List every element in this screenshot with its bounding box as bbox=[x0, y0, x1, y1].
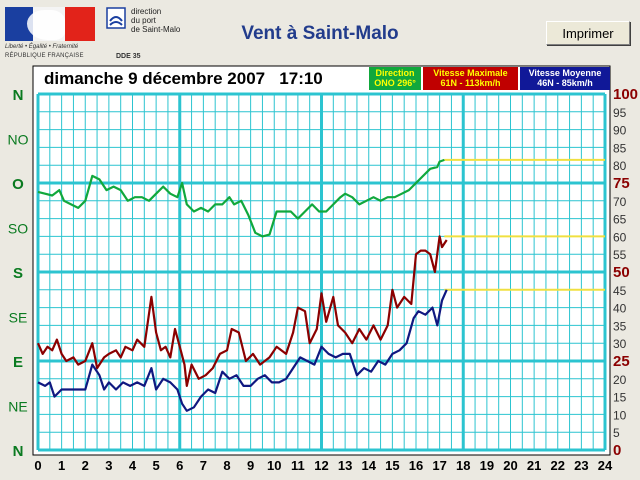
left-direction-label: S bbox=[13, 265, 23, 282]
right-tick-label: 45 bbox=[613, 284, 627, 298]
header: Liberté • Égalité • Fraternité RÉPUBLIQU… bbox=[0, 0, 640, 66]
right-tick-label: 25 bbox=[613, 353, 630, 370]
x-tick-label: 17 bbox=[432, 458, 446, 473]
legend-direction-value: ONO 296° bbox=[374, 78, 416, 88]
x-tick-label: 16 bbox=[409, 458, 423, 473]
left-direction-label: O bbox=[12, 176, 24, 193]
legend-avg-value: 46N - 85km/h bbox=[537, 78, 593, 88]
right-tick-label: 15 bbox=[613, 391, 627, 405]
x-tick-label: 0 bbox=[34, 458, 41, 473]
legend-avg-speed: Vitesse Moyenne 46N - 85km/h bbox=[520, 67, 610, 90]
legend-max-label: Vitesse Maximale bbox=[433, 68, 508, 78]
republique-francaise-logo: Liberté • Égalité • Fraternité RÉPUBLIQU… bbox=[3, 5, 96, 63]
port-logo-dde: DDE 35 bbox=[116, 53, 141, 60]
x-tick-label: 9 bbox=[247, 458, 254, 473]
x-tick-label: 18 bbox=[456, 458, 470, 473]
x-tick-label: 7 bbox=[200, 458, 207, 473]
x-tick-label: 3 bbox=[105, 458, 112, 473]
left-direction-label: E bbox=[13, 354, 23, 371]
marianne-flag-icon bbox=[5, 7, 95, 41]
right-tick-label: 30 bbox=[613, 337, 627, 351]
x-tick-label: 13 bbox=[338, 458, 352, 473]
right-tick-label: 70 bbox=[613, 195, 627, 209]
print-button[interactable]: Imprimer bbox=[546, 21, 630, 45]
x-tick-label: 21 bbox=[527, 458, 541, 473]
legend-direction-label: Direction bbox=[375, 68, 415, 78]
legend-max-speed: Vitesse Maximale 61N - 113km/h bbox=[423, 67, 518, 90]
legend-direction: Direction ONO 296° bbox=[369, 67, 421, 90]
port-logo-text: direction du port de Saint-Malo bbox=[131, 7, 181, 34]
left-direction-label: NE bbox=[8, 399, 27, 415]
left-direction-label: SO bbox=[8, 221, 28, 237]
port-emblem-icon bbox=[106, 7, 126, 29]
grid bbox=[36, 92, 607, 452]
x-tick-label: 2 bbox=[82, 458, 89, 473]
series-line-avg bbox=[37, 289, 448, 412]
logo-motto: Liberté • Égalité • Fraternité bbox=[5, 44, 79, 50]
right-tick-label: 20 bbox=[613, 373, 627, 387]
x-tick-label: 4 bbox=[129, 458, 137, 473]
legend-avg-label: Vitesse Moyenne bbox=[528, 68, 602, 78]
legend-max-value: 61N - 113km/h bbox=[440, 78, 501, 88]
right-tick-label: 10 bbox=[613, 408, 627, 422]
right-tick-label: 50 bbox=[613, 264, 630, 281]
right-tick-label: 65 bbox=[613, 213, 627, 227]
left-direction-label: SE bbox=[9, 310, 28, 326]
chart-title: dimanche 9 décembre 2007 17:10 bbox=[44, 69, 323, 88]
right-tick-label: 85 bbox=[613, 141, 627, 155]
series bbox=[36, 158, 605, 412]
right-tick-label: 5 bbox=[613, 426, 620, 440]
right-tick-label: 40 bbox=[613, 302, 627, 316]
left-direction-label: NO bbox=[8, 132, 29, 148]
right-tick-label: 80 bbox=[613, 159, 627, 173]
right-tick-label: 95 bbox=[613, 106, 627, 120]
axes: 0 1 2 3 4 5 6 7 8 9 10 11 12 13 14 15 16 17 18 19 20 21 22 23 24… bbox=[8, 86, 639, 473]
right-tick-label: 60 bbox=[613, 230, 627, 244]
x-tick-label: 20 bbox=[503, 458, 517, 473]
x-tick-label: 6 bbox=[176, 458, 183, 473]
x-tick-label: 12 bbox=[314, 458, 328, 473]
x-tick-label: 11 bbox=[291, 458, 305, 473]
right-tick-label: 55 bbox=[613, 248, 627, 262]
x-tick-label: 15 bbox=[385, 458, 399, 473]
x-tick-label: 8 bbox=[223, 458, 230, 473]
x-tick-label: 14 bbox=[362, 458, 377, 473]
right-tick-label: 35 bbox=[613, 319, 627, 333]
x-tick-label: 23 bbox=[574, 458, 588, 473]
page-title: Vent à Saint-Malo bbox=[241, 23, 399, 44]
x-tick-label: 10 bbox=[267, 458, 281, 473]
x-tick-label: 19 bbox=[480, 458, 494, 473]
x-tick-label: 5 bbox=[153, 458, 160, 473]
port-logo: direction du port de Saint-Malo DDE 35 bbox=[104, 5, 180, 63]
x-tick-label: 1 bbox=[58, 458, 65, 473]
right-tick-label: 75 bbox=[613, 175, 630, 192]
series-line-direction bbox=[37, 158, 445, 238]
x-tick-label: 22 bbox=[551, 458, 565, 473]
x-tick-label: 24 bbox=[598, 458, 613, 473]
left-direction-label: N bbox=[13, 87, 24, 104]
series-line-max bbox=[36, 235, 448, 387]
right-tick-label: 0 bbox=[613, 442, 621, 459]
right-tick-label: 90 bbox=[613, 124, 627, 138]
left-direction-label: N bbox=[13, 443, 24, 460]
logo-republic: RÉPUBLIQUE FRANÇAISE bbox=[5, 53, 84, 59]
right-tick-label: 100 bbox=[613, 86, 638, 103]
